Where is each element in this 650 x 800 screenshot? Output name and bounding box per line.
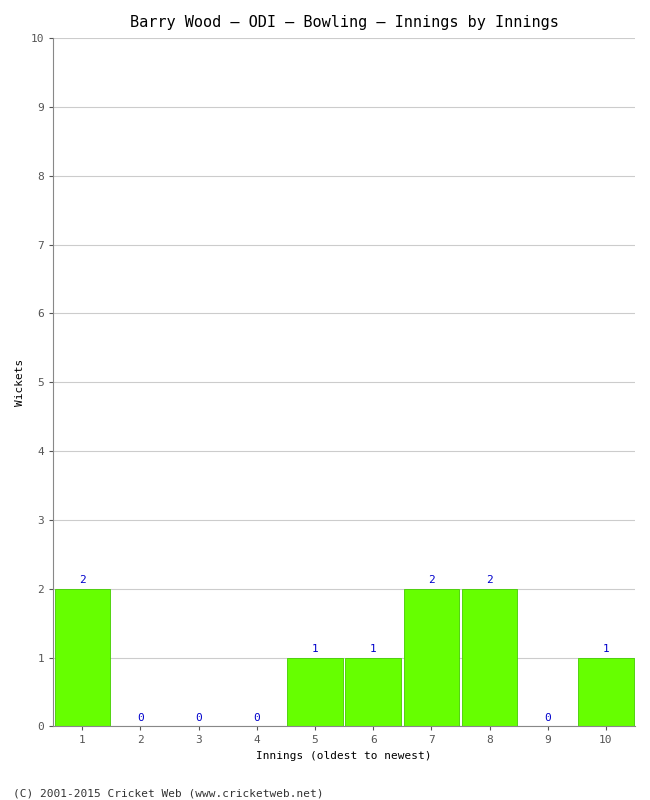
Bar: [55, 589, 110, 726]
Bar: [404, 589, 459, 726]
Text: 0: 0: [137, 713, 144, 723]
Text: 0: 0: [195, 713, 202, 723]
Text: (C) 2001-2015 Cricket Web (www.cricketweb.net): (C) 2001-2015 Cricket Web (www.cricketwe…: [13, 788, 324, 798]
Text: 0: 0: [254, 713, 260, 723]
Text: 1: 1: [603, 644, 609, 654]
Bar: [346, 658, 401, 726]
Text: 0: 0: [544, 713, 551, 723]
Bar: [578, 658, 634, 726]
Text: 1: 1: [311, 644, 318, 654]
Bar: [462, 589, 517, 726]
Text: 2: 2: [428, 575, 435, 586]
Text: 1: 1: [370, 644, 376, 654]
Y-axis label: Wickets: Wickets: [15, 358, 25, 406]
Bar: [287, 658, 343, 726]
Text: 2: 2: [486, 575, 493, 586]
X-axis label: Innings (oldest to newest): Innings (oldest to newest): [256, 751, 432, 761]
Text: 2: 2: [79, 575, 86, 586]
Title: Barry Wood – ODI – Bowling – Innings by Innings: Barry Wood – ODI – Bowling – Innings by …: [129, 15, 558, 30]
